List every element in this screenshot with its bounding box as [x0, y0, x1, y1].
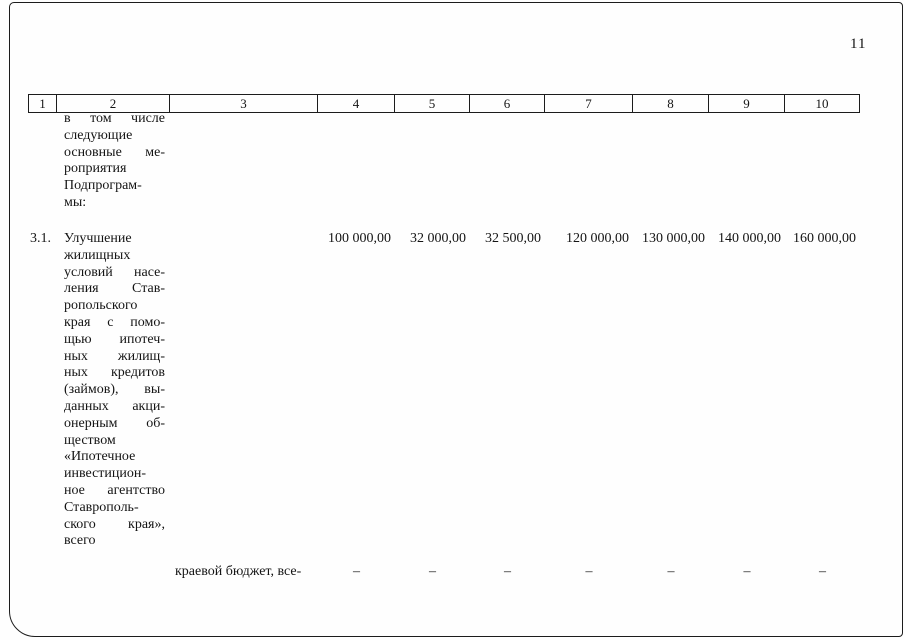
column-header-5: 5 [394, 94, 470, 113]
text-line: условий насе- [64, 264, 165, 280]
text-line: онерным об- [64, 415, 165, 431]
text-line: щью ипотеч- [64, 331, 165, 347]
dash-col-8: – [667, 564, 675, 579]
text-line: всего [64, 533, 96, 549]
dash-col-10: – [819, 564, 826, 579]
text-line: ных жилищ- [64, 348, 165, 364]
value-col-7: 120 000,00 [566, 231, 629, 246]
column-header-10: 10 [784, 94, 860, 113]
dash-col-4: – [353, 564, 360, 579]
text-line: края с помо- [64, 314, 165, 330]
dash-col-5: – [429, 564, 436, 579]
dash-col-7: – [585, 564, 593, 579]
row-3-1-name: Улучшение жилищных условий насе-ления Став… [64, 231, 165, 550]
text-line: в том числе [64, 111, 165, 126]
text-line: следующие [64, 127, 133, 143]
text-line: «Ипотечное [64, 449, 136, 465]
value-col-9: 140 000,00 [718, 231, 781, 246]
text-line: инвестицион- [64, 466, 147, 482]
text-line: ропольского [64, 298, 138, 314]
text-line: Улучшение [64, 231, 132, 246]
text-line: основные ме- [64, 144, 165, 160]
value-col-4: 100 000,00 [328, 231, 391, 246]
text-line: (займов), вы- [64, 382, 165, 398]
text-line: Подпрограм- [64, 178, 142, 194]
column-header-9: 9 [708, 94, 785, 113]
value-col-6: 32 500,00 [485, 231, 541, 246]
text-line: мы: [64, 194, 87, 210]
column-header-3: 3 [169, 94, 318, 113]
text-line: ных кредитов [64, 365, 165, 381]
intro-text-block: в том числе следующие основные ме-роприяти… [64, 111, 165, 212]
dash-col-6: – [504, 564, 511, 579]
row-3-1-number: 3.1. [30, 231, 51, 246]
column-header-6: 6 [469, 94, 545, 113]
column-header-1: 1 [28, 94, 57, 113]
text-line: Ставрополь- [64, 499, 139, 515]
text-line: жилищных [64, 247, 131, 263]
row-3-1-values: 100 000,00 32 000,00 32 500,00 120 000,0… [318, 231, 860, 248]
text-line: ное агентство [64, 482, 165, 498]
text-line: роприятия [64, 161, 127, 177]
text-line: ления Став- [64, 281, 165, 297]
value-col-8: 130 000,00 [642, 231, 705, 246]
page-number: 11 [850, 36, 867, 52]
value-col-10: 160 000,00 [793, 231, 856, 246]
value-col-5: 32 000,00 [410, 231, 466, 246]
text-line: ского края», [64, 516, 165, 532]
budget-row-label: краевой бюджет, все- [175, 564, 302, 579]
column-header-7: 7 [544, 94, 633, 113]
text-line: данных акци- [64, 398, 165, 414]
column-header-8: 8 [632, 94, 709, 113]
text-line: ществом [64, 432, 116, 448]
dash-col-9: – [743, 564, 751, 579]
column-header-4: 4 [317, 94, 395, 113]
budget-row-values: – – – – – – – [318, 564, 860, 581]
table-header-row: 1 2 3 4 5 6 7 8 9 10 [28, 94, 860, 113]
